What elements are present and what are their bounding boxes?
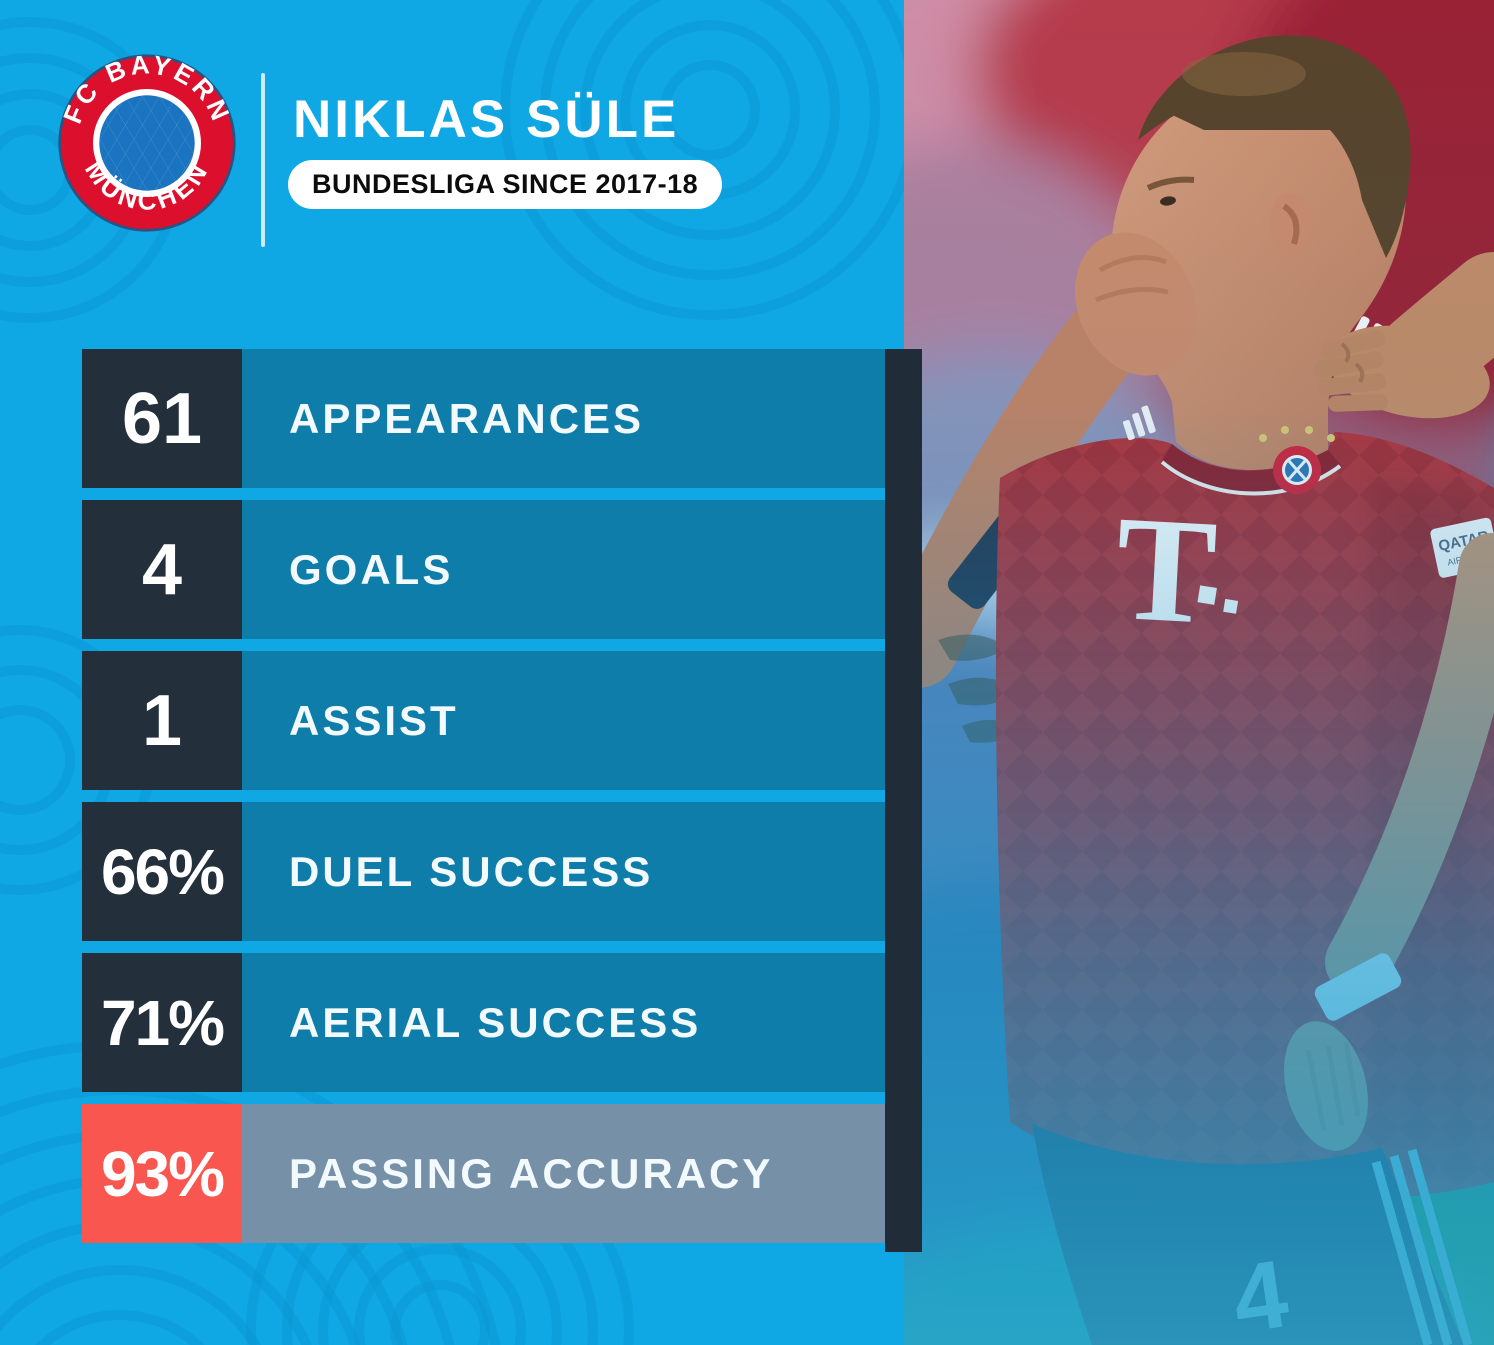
subtitle-badge: BUNDESLIGA SINCE 2017-18 (288, 160, 723, 209)
stat-bar: APPEARANCES (242, 349, 885, 488)
stat-label: APPEARANCES (289, 394, 645, 442)
subtitle-badge-label: BUNDESLIGA SINCE 2017-18 (312, 169, 699, 199)
stat-label: ASSIST (289, 696, 459, 744)
stat-row-duel-success: 66% DUEL SUCCESS (82, 802, 885, 941)
stat-row-assist: 1 ASSIST (82, 651, 885, 790)
stats-panel: 61 APPEARANCES 4 GOALS 1 ASSIST 66% DUEL… (82, 349, 885, 1255)
stat-bar: PASSING ACCURACY (242, 1104, 885, 1243)
stat-label: PASSING ACCURACY (289, 1149, 774, 1197)
stat-bar: DUEL SUCCESS (242, 802, 885, 941)
stat-label: AERIAL SUCCESS (289, 998, 702, 1046)
stat-value: 4 (82, 500, 242, 639)
stat-row-aerial-success: 71% AERIAL SUCCESS (82, 953, 885, 1092)
stat-value: 61 (82, 349, 242, 488)
stat-label: GOALS (289, 545, 454, 593)
stat-bar: ASSIST (242, 651, 885, 790)
stat-label: DUEL SUCCESS (289, 847, 654, 895)
player-photo: T QATAR AIRWAYS (904, 0, 1494, 1345)
stat-bar: GOALS (242, 500, 885, 639)
crest-lozenge-core (99, 95, 195, 191)
photo-tint-overlay (904, 0, 1494, 1345)
fc-bayern-logo: FC BAYERN MÜNCHEN (57, 53, 236, 232)
stat-value: 93% (82, 1104, 242, 1243)
stat-value: 66% (82, 802, 242, 941)
stat-row-passing-accuracy: 93% PASSING ACCURACY (82, 1104, 885, 1243)
stat-bar: AERIAL SUCCESS (242, 953, 885, 1092)
stat-row-appearances: 61 APPEARANCES (82, 349, 885, 488)
stat-value: 71% (82, 953, 242, 1092)
panel-edge-strip (885, 349, 922, 1252)
stat-value: 1 (82, 651, 242, 790)
ripple-top-center (500, 0, 920, 320)
header-divider (261, 73, 265, 247)
player-name: NIKLAS SÜLE (293, 90, 680, 149)
stat-row-goals: 4 GOALS (82, 500, 885, 639)
